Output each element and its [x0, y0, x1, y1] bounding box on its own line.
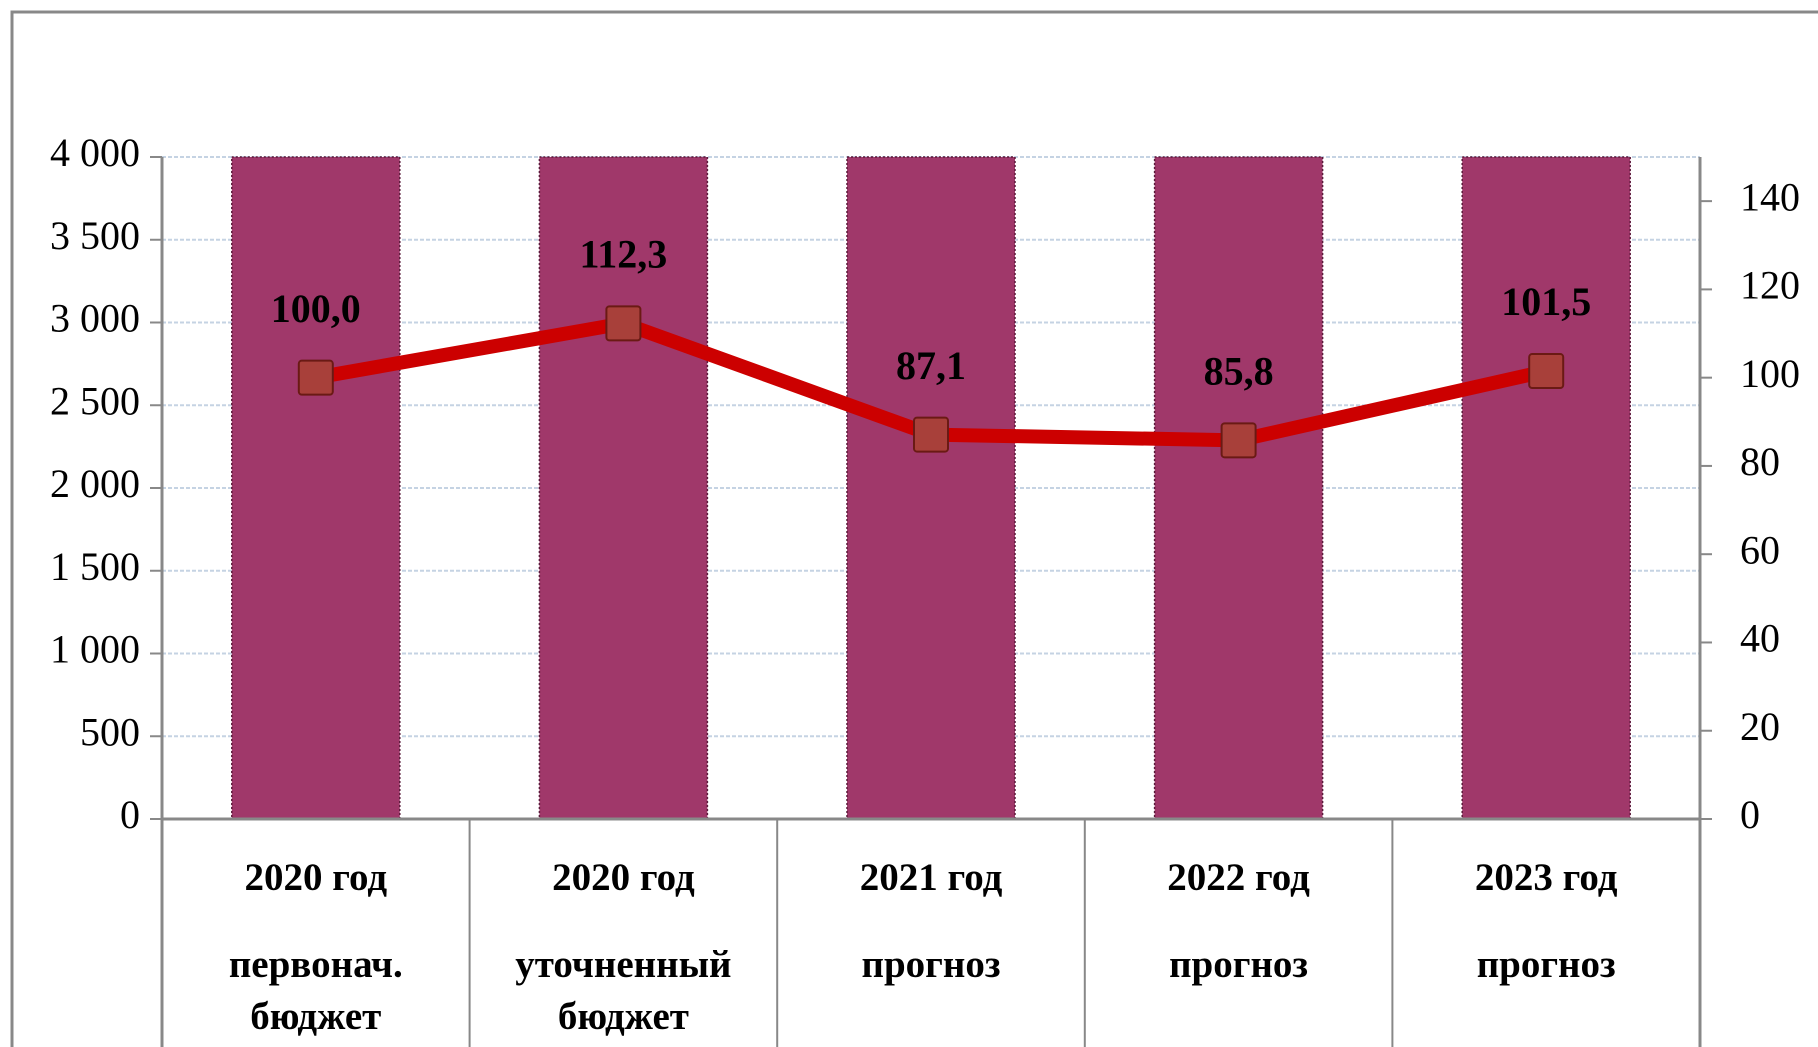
y2-tick-label: 0 [1740, 792, 1760, 837]
y-tick-label: 2 500 [50, 378, 140, 423]
y-tick-label: 4 000 [50, 130, 140, 175]
marker [605, 305, 642, 342]
y-tick-label: 500 [80, 709, 140, 754]
x-tick-label: 2020 год [245, 856, 388, 899]
x-tick-label: бюджет [558, 995, 689, 1038]
y2-tick-label: 100 [1740, 351, 1800, 396]
frame [10, 10, 1818, 1047]
data-label: 87,1 [896, 343, 966, 388]
bar [1153, 156, 1324, 820]
y2-tick-label: 20 [1740, 704, 1780, 749]
bar [231, 156, 401, 820]
y-tick-label: 1 500 [50, 544, 140, 589]
bar [538, 156, 709, 820]
data-label: 112,3 [580, 232, 668, 277]
y-tick-label: 3 000 [50, 296, 140, 341]
bar [846, 156, 1016, 820]
x-tick-label: прогноз [861, 943, 1000, 986]
marker [913, 416, 949, 453]
y-tick-label: 0 [120, 792, 140, 837]
data-label: 100,0 [271, 286, 361, 331]
x-tick-label: 2020 год [552, 856, 695, 899]
marker [297, 359, 334, 396]
y-tick-label: 1 000 [50, 627, 140, 672]
x-tick-label: уточненный [515, 943, 731, 986]
x-tick-label: 2023 год [1475, 856, 1618, 899]
x-tick-label: прогноз [1169, 943, 1308, 986]
data-label: 101,5 [1501, 279, 1591, 324]
x-tick-label: 2021 год [860, 856, 1003, 899]
x-tick-label: прогноз [1477, 943, 1616, 986]
data-label: 85,8 [1204, 349, 1274, 394]
x-tick-label: 2022 год [1167, 856, 1310, 899]
y2-tick-label: 60 [1740, 527, 1780, 572]
y-tick-label: 2 000 [50, 461, 140, 506]
x-tick-label: бюджет [250, 995, 381, 1038]
y2-tick-label: 40 [1740, 616, 1780, 661]
bar [1461, 156, 1631, 820]
marker [1220, 422, 1257, 459]
y-tick-label: 3 500 [50, 213, 140, 258]
y2-tick-label: 120 [1740, 263, 1800, 308]
x-tick-label: первонач. [229, 943, 403, 986]
y2-tick-label: 80 [1740, 439, 1780, 484]
marker [1528, 353, 1565, 390]
y2-tick-label: 140 [1740, 174, 1800, 219]
